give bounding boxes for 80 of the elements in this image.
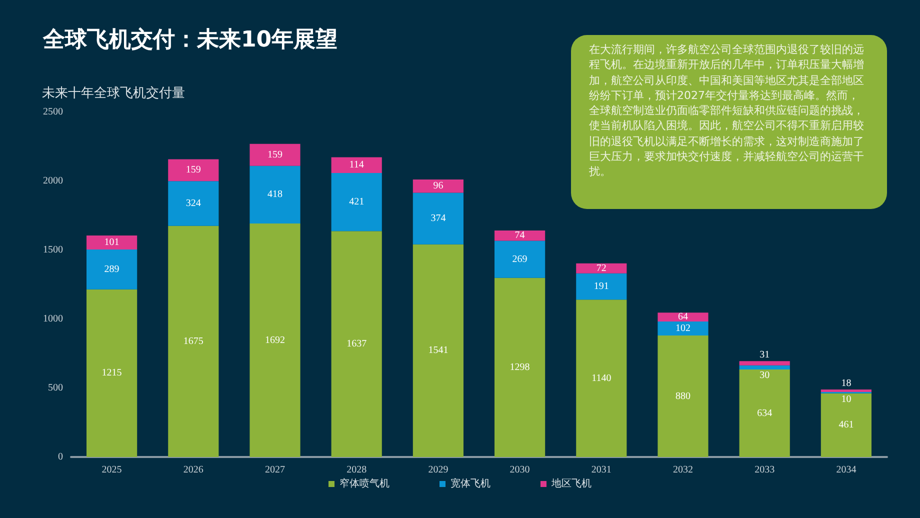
x-tick-label: 2031	[591, 464, 612, 476]
bar	[576, 263, 627, 274]
y-tick-label: 2000	[43, 176, 63, 186]
bar	[168, 226, 219, 457]
bar	[494, 230, 546, 241]
bar	[739, 370, 790, 457]
data-label: 421	[349, 196, 364, 208]
data-label: 64	[678, 312, 688, 323]
y-tick-label: 2500	[43, 106, 63, 118]
data-label: 159	[186, 164, 201, 176]
y-axis-title: 未来十年全球飞机交付量	[42, 85, 185, 101]
bar	[739, 365, 790, 370]
data-label: 418	[268, 189, 282, 200]
data-label: 1541	[428, 345, 448, 356]
data-label: 1298	[510, 362, 530, 373]
data-label: 72	[596, 262, 606, 274]
x-tick-label: 2034	[836, 464, 856, 476]
legend-label: 窄体喷气机	[340, 478, 390, 490]
text: 在大流行期间，许多航空公司全球范围内退役了较旧的远程飞机。在边境重新开放后的几年中，订单积压量大幅增加，航空公司从印度、中国和美国等地区尤其是全部地区纷纷下订单，预计2027年交付量将达到最高峰。然而，全球航空制造业仍面临零部件短缺和供应链问题的挑战，使当前机队陷入困境。因此，航空公司不得不重新启用较旧的退役飞机以满足不断增长的需求，这对制造商施加了巨大压力，要求加快交付速度，并减轻航空公司的运营干扰。	[589, 43, 864, 178]
data-label: 159	[268, 149, 282, 160]
x-tick-label: 2028	[346, 464, 367, 476]
y-tick-label: 0	[58, 452, 63, 462]
y-tick-label: 1500	[43, 244, 63, 256]
data-label: 30	[760, 370, 770, 382]
bar	[412, 192, 464, 244]
bar	[820, 393, 872, 457]
y-tick-label: 1000	[43, 314, 63, 324]
bar	[576, 300, 627, 457]
x-tick-label: 2027	[265, 464, 285, 476]
data-label: 31	[760, 350, 770, 361]
data-label: 289	[104, 264, 120, 275]
data-label: 1692	[265, 334, 285, 346]
data-label: 374	[430, 213, 446, 224]
data-label: 191	[594, 281, 609, 292]
bar	[412, 244, 464, 457]
bar	[86, 236, 138, 250]
x-tick-label: 2033	[754, 464, 775, 476]
bar	[658, 321, 708, 336]
data-label: 114	[349, 160, 364, 171]
x-tick-label: 2026	[183, 464, 204, 476]
x-tick-label: 2029	[428, 464, 448, 476]
data-label: 324	[186, 198, 201, 209]
bar	[168, 181, 219, 226]
bar	[331, 231, 382, 457]
data-label: 269	[512, 254, 528, 265]
bar	[412, 179, 464, 193]
bar	[250, 144, 300, 166]
data-label: 1637	[346, 338, 367, 350]
bar	[168, 159, 219, 182]
data-label: 634	[757, 408, 772, 419]
bar	[250, 224, 300, 457]
bar	[658, 312, 708, 322]
x-tick-label: 2032	[673, 464, 693, 476]
bar	[494, 278, 546, 457]
bar	[494, 240, 546, 278]
data-label: 74	[514, 230, 525, 242]
x-tick-label: 2030	[510, 464, 530, 476]
data-label: 1675	[183, 336, 204, 347]
bar	[739, 361, 790, 366]
data-label: 18	[841, 378, 852, 390]
data-label: 102	[676, 323, 690, 334]
data-label: 96	[433, 180, 444, 192]
bar	[331, 157, 382, 173]
legend-label: 地区飞机	[550, 478, 592, 490]
data-label: 1140	[592, 372, 612, 384]
data-label: 1215	[102, 368, 122, 379]
y-tick-label: 500	[48, 382, 63, 394]
data-label: 880	[676, 390, 690, 402]
x-tick-label: 2025	[102, 464, 122, 476]
bar	[250, 166, 300, 224]
chart-title: 全球飞机交付：未来10年展望	[42, 26, 338, 52]
bar	[86, 249, 138, 290]
data-label: 10	[841, 394, 852, 405]
bar	[658, 336, 708, 457]
data-label: 461	[838, 420, 854, 431]
bar	[86, 289, 138, 457]
bar	[576, 273, 627, 300]
legend-label: 宽体飞机	[450, 478, 490, 490]
data-label: 101	[104, 236, 120, 248]
bar	[331, 172, 382, 232]
